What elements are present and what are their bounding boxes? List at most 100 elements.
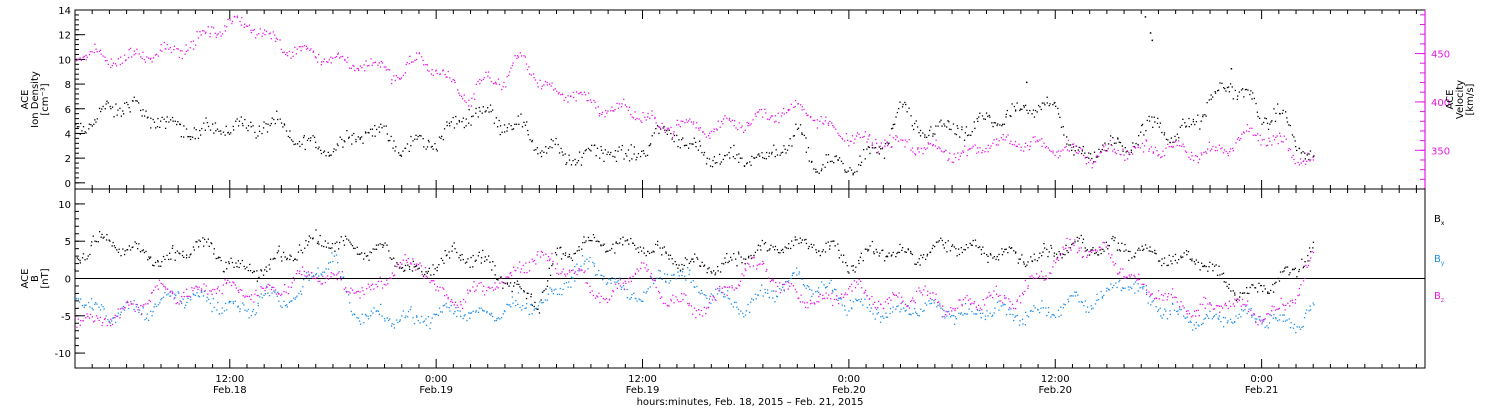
data-point [256,34,258,36]
data-point [630,280,632,282]
data-point [530,296,532,298]
data-point [1039,106,1041,108]
data-point [225,261,227,264]
data-point [946,126,948,128]
data-point [203,30,205,32]
data-point [1287,149,1289,152]
data-point [992,297,994,299]
data-point [1192,315,1194,317]
data-point [1007,252,1009,254]
data-point [984,118,986,120]
data-point [631,293,633,296]
data-point [248,295,251,298]
data-point [896,136,898,138]
data-point [1117,138,1119,140]
data-point [175,294,177,297]
data-point [697,149,699,151]
data-point [1259,117,1261,119]
data-point [697,258,699,260]
data-point [764,108,766,110]
data-point [772,297,774,299]
data-point [1181,145,1183,147]
data-point [880,316,882,318]
data-point [1236,98,1238,101]
data-point [1245,88,1247,91]
data-point [574,158,576,161]
data-point [1050,247,1053,249]
data-point [598,115,601,117]
data-point [1275,136,1277,139]
data-point [245,25,247,27]
data-point [612,243,614,245]
data-point [526,292,528,294]
data-point [799,237,801,239]
data-point [793,106,795,109]
data-point [955,133,958,136]
data-point [626,155,628,157]
data-point [184,307,186,309]
data-point [1052,104,1054,106]
data-point [797,103,799,105]
data-point [1036,260,1039,262]
data-point [667,127,669,129]
data-point [1092,247,1094,249]
data-point [1210,94,1212,96]
data-point [1285,304,1287,306]
data-point [352,64,354,67]
data-point [283,124,286,126]
data-point [300,290,302,292]
data-point [949,250,952,252]
data-point [319,280,321,282]
data-point [1258,316,1260,318]
data-point [289,254,291,256]
data-point [1239,296,1241,298]
data-point [1008,246,1010,248]
data-point [740,256,742,258]
data-point [356,253,359,255]
data-point [435,70,437,72]
data-point [465,101,467,104]
data-point [926,147,928,149]
data-point [760,249,762,251]
data-point [434,268,436,270]
data-point [149,300,152,303]
data-point [383,283,385,286]
data-point [914,302,916,304]
data-point [1246,292,1248,294]
data-point [113,116,115,118]
data-point [1047,255,1049,258]
data-point [93,51,95,54]
data-point [1115,142,1117,144]
data-point [972,145,974,147]
data-point [565,163,567,166]
data-point [1251,98,1253,100]
data-point [630,297,632,299]
data-point [339,136,341,138]
data-point [269,284,271,286]
data-point [495,117,497,119]
data-point [218,256,220,258]
data-point [950,307,952,309]
data-point [279,305,282,307]
data-point [476,285,478,287]
data-point [506,276,509,278]
data-point [144,319,146,321]
data-point [376,128,378,131]
data-point [497,317,500,319]
data-point [79,133,81,135]
data-point [1063,248,1065,250]
data-point [470,256,472,259]
data-point [1052,266,1054,268]
data-point [330,62,332,64]
data-point [1169,313,1171,316]
data-point [1308,247,1311,249]
data-point [364,131,367,133]
left-tick-label: 2 [65,154,71,165]
data-point [427,270,429,273]
data-point [287,135,289,138]
data-point [586,282,589,284]
data-point [586,258,588,260]
data-point [86,258,88,260]
data-point [298,46,301,48]
data-point [294,143,297,145]
